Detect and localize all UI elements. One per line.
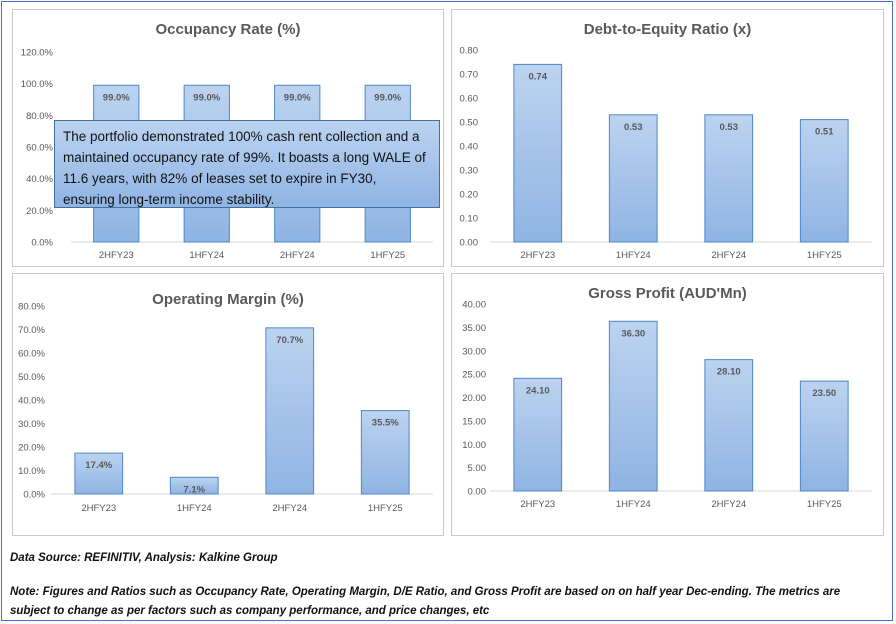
data-label: 7.1% — [183, 484, 205, 495]
gross-profit-chart: Gross Profit (AUD'Mn) 0.00 5.00 10.00 15.00… — [451, 273, 884, 536]
x-tick-label: 2HFY24 — [280, 250, 315, 261]
operating-margin-bar — [74, 452, 124, 495]
y-tick-label: 0.60 — [460, 94, 479, 105]
y-tick-label: 20.0% — [26, 206, 53, 217]
chart-title: Gross Profit (AUD'Mn) — [588, 285, 747, 302]
debt-to-equity-chart: Debt-to-Equity Ratio (x) 0.00 0.10 0.20 0.3… — [451, 9, 884, 267]
y-tick-label: 40.0% — [26, 174, 53, 185]
data-label: 35.5% — [372, 418, 399, 429]
y-tick-label: 0.70 — [460, 70, 479, 81]
data-label: 0.51 — [815, 127, 834, 138]
data-label: 99.0% — [193, 92, 220, 103]
x-tick-label: 2HFY23 — [520, 499, 555, 510]
data-label: 70.7% — [276, 335, 303, 346]
y-tick-label: 60.0% — [18, 349, 45, 360]
y-tick-label: 60.0% — [26, 143, 53, 154]
data-label: 17.4% — [85, 460, 112, 471]
y-tick-label: 10.00 — [462, 440, 486, 451]
y-tick-label: 80.0% — [26, 111, 53, 122]
y-tick-label: 0.40 — [460, 142, 479, 153]
data-label: 99.0% — [103, 92, 130, 103]
data-label: 36.30 — [621, 328, 645, 339]
y-tick-label: 0.30 — [460, 166, 479, 177]
data-source-text: Data Source: REFINITIV, Analysis: Kalkin… — [10, 552, 278, 564]
data-label: 0.53 — [624, 122, 643, 133]
y-tick-label: 50.0% — [18, 372, 45, 383]
chart-title: Occupancy Rate (%) — [155, 21, 301, 38]
y-tick-label: 35.00 — [462, 323, 486, 334]
chart-title: Operating Margin (%) — [152, 291, 304, 308]
operating-margin-bar — [360, 410, 410, 495]
gross-profit-plot: 0.00 5.00 10.00 15.00 20.00 25.00 30.00 35.00 40… — [462, 300, 872, 510]
operating-margin-bar — [169, 476, 219, 495]
x-tick-label: 1HFY25 — [370, 250, 405, 261]
data-label: 0.74 — [529, 71, 548, 82]
data-label: 99.0% — [284, 92, 311, 103]
y-tick-label: 30.00 — [462, 346, 486, 357]
data-label: 24.10 — [526, 385, 550, 396]
debt-to-equity-plot: 0.00 0.10 0.20 0.30 0.40 0.50 0.60 0.70 0.80 0.74… — [460, 46, 872, 261]
gross-profit-bar — [704, 359, 754, 492]
y-tick-label: 120.0% — [21, 48, 54, 59]
x-tick-label: 1HFY25 — [807, 499, 842, 510]
data-label: 28.10 — [717, 367, 741, 378]
x-tick-label: 2HFY23 — [520, 250, 555, 261]
y-tick-label: 40.0% — [18, 396, 45, 407]
x-tick-label: 1HFY24 — [616, 250, 651, 261]
y-tick-label: 20.00 — [462, 393, 486, 404]
y-tick-label: 0.50 — [460, 118, 479, 129]
y-tick-label: 70.0% — [18, 325, 45, 336]
y-tick-label: 0.00 — [460, 238, 479, 249]
debt-to-equity-bar — [513, 63, 563, 243]
y-tick-label: 25.00 — [462, 370, 486, 381]
y-tick-label: 0.0% — [23, 490, 45, 501]
gross-profit-bar — [608, 320, 658, 492]
y-tick-label: 0.20 — [460, 190, 479, 201]
y-tick-label: 100.0% — [21, 79, 54, 90]
x-tick-label: 1HFY25 — [368, 503, 403, 514]
x-tick-label: 1HFY25 — [807, 250, 842, 261]
y-tick-label: 0.00 — [468, 487, 487, 498]
y-tick-label: 5.00 — [468, 463, 487, 474]
operating-margin-chart: Operating Margin (%) 0.0% 10.0% 20.0% 30.0%… — [12, 273, 444, 536]
debt-to-equity-bar — [608, 114, 658, 243]
x-tick-label: 2HFY23 — [81, 503, 116, 514]
x-tick-label: 1HFY24 — [177, 503, 212, 514]
y-tick-label: 0.0% — [31, 238, 53, 249]
x-tick-label: 1HFY24 — [189, 250, 224, 261]
debt-to-equity-bar — [704, 114, 754, 243]
x-tick-label: 2HFY24 — [711, 499, 746, 510]
data-label: 23.50 — [812, 388, 836, 399]
footnote-text: Note: Figures and Ratios such as Occupan… — [10, 586, 841, 617]
chart-title: Debt-to-Equity Ratio (x) — [583, 21, 752, 38]
y-tick-label: 30.0% — [18, 419, 45, 430]
operating-margin-plot: 0.0% 10.0% 20.0% 30.0% 40.0% 50.0% 60.0% 70.0% 8… — [18, 302, 433, 514]
y-tick-label: 10.0% — [18, 466, 45, 477]
y-tick-label: 40.00 — [462, 300, 486, 311]
gross-profit-bar — [799, 380, 849, 492]
portfolio-summary-callout: The portfolio demonstrated 100% cash ren… — [54, 120, 440, 208]
y-tick-label: 80.0% — [18, 302, 45, 313]
x-tick-label: 2HFY23 — [99, 250, 134, 261]
debt-to-equity-bar — [799, 119, 849, 243]
data-label: 99.0% — [374, 92, 401, 103]
data-label: 0.53 — [720, 122, 739, 133]
y-tick-label: 20.0% — [18, 443, 45, 454]
x-tick-label: 1HFY24 — [616, 499, 651, 510]
y-tick-label: 15.00 — [462, 416, 486, 427]
y-tick-label: 0.80 — [460, 46, 479, 57]
operating-margin-bar — [265, 327, 315, 495]
x-tick-label: 2HFY24 — [272, 503, 307, 514]
gross-profit-bar — [513, 377, 563, 492]
y-tick-label: 0.10 — [460, 214, 479, 225]
x-tick-label: 2HFY24 — [711, 250, 746, 261]
